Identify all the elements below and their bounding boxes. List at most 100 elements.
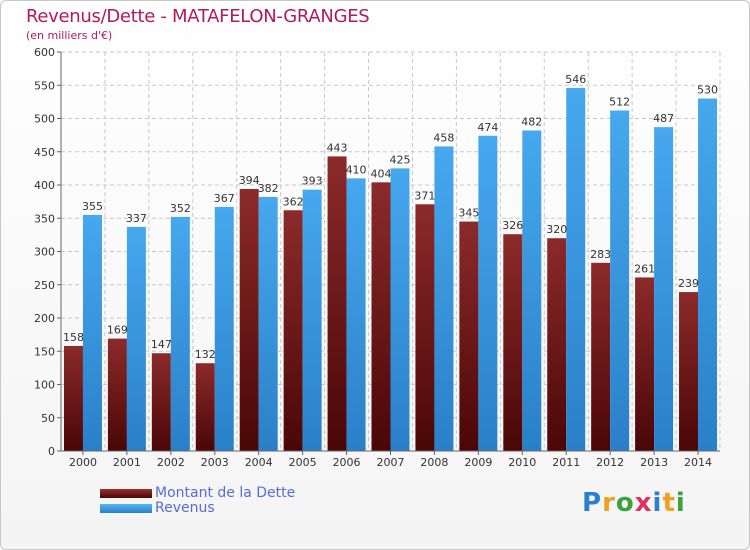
x-tick-label: 2012 bbox=[596, 456, 624, 469]
data-label-debt: 283 bbox=[590, 248, 611, 261]
x-tick-label: 2004 bbox=[245, 456, 273, 469]
data-label-debt: 326 bbox=[502, 219, 523, 232]
y-tick-label: 200 bbox=[34, 312, 55, 325]
bar-debt bbox=[635, 277, 655, 451]
x-tick-label: 2005 bbox=[289, 456, 317, 469]
data-label-debt: 239 bbox=[678, 277, 699, 290]
legend-label-debt: Montant de la Dette bbox=[155, 485, 296, 501]
data-label-debt: 320 bbox=[546, 223, 567, 236]
bar-revenus bbox=[434, 146, 454, 451]
x-tick-label: 2000 bbox=[69, 456, 97, 469]
y-tick-label: 250 bbox=[34, 279, 55, 292]
data-label-debt: 371 bbox=[414, 189, 435, 202]
bar-debt bbox=[283, 210, 303, 451]
bar-debt bbox=[503, 234, 523, 451]
bar-debt bbox=[415, 204, 435, 451]
bar-debt bbox=[151, 353, 171, 451]
data-label-debt: 158 bbox=[63, 331, 84, 344]
data-label-revenus: 393 bbox=[302, 175, 323, 188]
chart-title: Revenus/Dette - MATAFELON-GRANGES bbox=[26, 6, 370, 27]
y-tick-label: 0 bbox=[48, 445, 55, 458]
data-label-revenus: 474 bbox=[477, 121, 498, 134]
y-tick-label: 150 bbox=[34, 345, 55, 358]
bar-debt bbox=[63, 345, 83, 451]
logo-letter: x bbox=[634, 488, 653, 518]
y-tick-label: 300 bbox=[34, 246, 55, 259]
bar-revenus bbox=[522, 130, 542, 451]
logo-letter: r bbox=[602, 488, 616, 518]
y-tick-label: 500 bbox=[34, 113, 55, 126]
bar-revenus bbox=[566, 87, 586, 451]
data-label-debt: 443 bbox=[327, 141, 348, 154]
data-label-debt: 404 bbox=[371, 167, 392, 180]
y-tick-label: 550 bbox=[34, 79, 55, 92]
y-tick-label: 350 bbox=[34, 212, 55, 225]
bar-revenus bbox=[170, 216, 190, 451]
bars-layer bbox=[63, 87, 718, 452]
data-label-revenus: 367 bbox=[214, 192, 235, 205]
x-tick-label: 2003 bbox=[201, 456, 229, 469]
data-label-debt: 147 bbox=[151, 338, 172, 351]
x-tick-label: 2013 bbox=[640, 456, 668, 469]
x-tick-label: 2010 bbox=[508, 456, 536, 469]
data-label-revenus: 410 bbox=[346, 163, 367, 176]
data-label-debt: 362 bbox=[283, 195, 304, 208]
x-tick-label: 2008 bbox=[420, 456, 448, 469]
bar-debt bbox=[327, 156, 347, 451]
data-label-revenus: 487 bbox=[653, 112, 674, 125]
chart-subtitle: (en milliers d'€) bbox=[26, 29, 113, 42]
bar-revenus bbox=[258, 196, 278, 451]
bar-revenus bbox=[126, 226, 146, 451]
data-label-revenus: 425 bbox=[390, 153, 411, 166]
bar-revenus bbox=[654, 127, 674, 452]
data-label-revenus: 352 bbox=[170, 202, 191, 215]
data-label-revenus: 355 bbox=[82, 200, 103, 213]
data-label-debt: 169 bbox=[107, 324, 128, 337]
logo-letter: o bbox=[615, 488, 635, 518]
bar-debt bbox=[107, 338, 127, 451]
x-tick-label: 2001 bbox=[113, 456, 141, 469]
bar-revenus bbox=[610, 110, 630, 452]
bar-debt bbox=[239, 188, 259, 452]
bar-debt bbox=[679, 292, 699, 451]
proxiti-logo: Proxiti bbox=[582, 488, 686, 518]
x-tick-label: 2011 bbox=[552, 456, 580, 469]
legend-swatch-revenus bbox=[100, 504, 152, 513]
data-label-debt: 345 bbox=[458, 207, 479, 220]
data-label-revenus: 512 bbox=[609, 96, 630, 109]
data-label-revenus: 458 bbox=[433, 131, 454, 144]
bar-debt bbox=[371, 182, 391, 451]
bar-revenus bbox=[478, 135, 498, 452]
legend-swatch-debt bbox=[100, 489, 152, 498]
y-tick-label: 50 bbox=[41, 412, 55, 425]
bar-debt bbox=[459, 221, 479, 451]
x-tick-label: 2006 bbox=[333, 456, 361, 469]
bar-revenus bbox=[698, 98, 718, 452]
bar-revenus bbox=[390, 168, 410, 451]
x-tick-label: 2009 bbox=[464, 456, 492, 469]
data-label-revenus: 337 bbox=[126, 212, 147, 225]
bar-debt bbox=[195, 363, 215, 451]
y-tick-label: 450 bbox=[34, 146, 55, 159]
bar-revenus bbox=[346, 178, 366, 451]
data-label-debt: 394 bbox=[239, 174, 260, 187]
bar-debt bbox=[591, 262, 611, 451]
logo-letter: t bbox=[662, 488, 676, 518]
data-label-debt: 132 bbox=[195, 348, 216, 361]
legend-label-revenus: Revenus bbox=[155, 500, 215, 516]
logo-letter: P bbox=[582, 488, 603, 518]
y-tick-label: 400 bbox=[34, 179, 55, 192]
bar-revenus bbox=[302, 189, 322, 451]
x-tick-label: 2007 bbox=[377, 456, 405, 469]
x-tick-label: 2014 bbox=[684, 456, 712, 469]
data-label-debt: 261 bbox=[634, 262, 655, 275]
y-tick-label: 100 bbox=[34, 379, 55, 392]
bar-revenus bbox=[82, 214, 102, 451]
axes: 0 50 100 150 200 250 300 350 400 450 500 550 600 2000… bbox=[34, 46, 720, 469]
data-label-revenus: 530 bbox=[697, 84, 718, 97]
logo-letter: i bbox=[652, 488, 663, 518]
bar-revenus bbox=[214, 206, 234, 451]
data-label-revenus: 546 bbox=[565, 73, 586, 86]
